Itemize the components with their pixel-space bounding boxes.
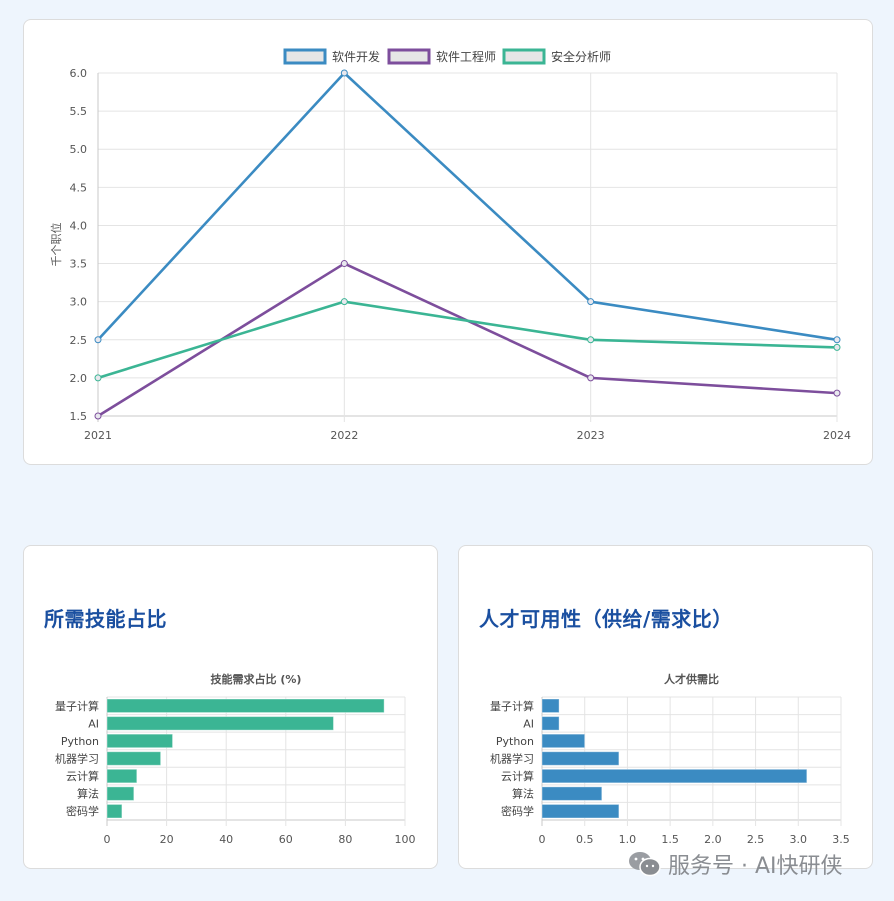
skills-card-title: 所需技能占比 <box>44 607 167 631</box>
y-tick-label: 5.5 <box>70 105 88 118</box>
data-point[interactable] <box>340 298 348 306</box>
skills-chart-card: 所需技能占比 技能需求占比 (%) 0 20 40 60 80 100 量子计算 AI Pytho… <box>23 545 438 869</box>
data-point[interactable] <box>833 336 841 344</box>
y-tick-label: 2.0 <box>70 372 88 385</box>
category-label: AI <box>523 717 534 730</box>
bar[interactable] <box>106 698 385 714</box>
bar[interactable] <box>541 751 620 766</box>
bar[interactable] <box>541 733 586 749</box>
category-label: 密码学 <box>66 804 99 818</box>
y-axis-label: 千个职位 <box>49 223 63 267</box>
x-tick-label: 3.0 <box>790 833 808 846</box>
watermark: 服务号 · AI快研侠 <box>628 848 843 880</box>
x-tick-label: 2023 <box>577 429 605 442</box>
legend-label: 软件开发 <box>332 49 380 64</box>
talent-bar-chart: 人才供需比 0 0.5 1.0 1.5 2.0 2.5 3.0 3.5 量子计算 AI Python 机… <box>490 672 850 846</box>
bar[interactable] <box>541 786 603 801</box>
bar[interactable] <box>541 768 808 784</box>
category-label: 量子计算 <box>55 699 99 713</box>
data-point[interactable] <box>587 336 595 344</box>
data-point[interactable] <box>587 298 595 306</box>
category-label: 算法 <box>77 787 99 801</box>
x-tick-label: 0 <box>104 833 111 846</box>
bar[interactable] <box>106 786 135 801</box>
talent-card-title: 人才可用性（供给/需求比） <box>479 607 733 631</box>
x-tick-label: 60 <box>279 833 293 846</box>
category-label: 机器学习 <box>55 752 99 766</box>
x-tick-label: 40 <box>219 833 233 846</box>
x-tick-label: 0.5 <box>576 833 594 846</box>
bar[interactable] <box>106 768 138 784</box>
data-point[interactable] <box>587 374 595 382</box>
data-point[interactable] <box>94 374 102 382</box>
bar[interactable] <box>541 803 620 819</box>
x-tick-label: 2022 <box>330 429 358 442</box>
x-tick-label: 1.0 <box>619 833 637 846</box>
y-tick-label: 4.5 <box>70 181 88 194</box>
x-tick-label: 20 <box>160 833 174 846</box>
legend-label: 软件工程师 <box>436 49 496 64</box>
x-tick-label: 3.5 <box>832 833 850 846</box>
x-tick-label: 2.0 <box>704 833 722 846</box>
category-label: 密码学 <box>501 804 534 818</box>
category-label: Python <box>496 735 534 748</box>
skills-bar-chart: 技能需求占比 (%) 0 20 40 60 80 100 量子计算 AI Python 机器学习云计… <box>55 672 416 846</box>
x-tick-label: 100 <box>395 833 416 846</box>
bar-chart-title: 人才供需比 <box>664 672 719 686</box>
legend-item[interactable]: 安全分析师 <box>502 48 611 65</box>
category-label: AI <box>88 717 99 730</box>
data-point[interactable] <box>833 343 841 351</box>
line-series <box>97 300 838 380</box>
bar[interactable] <box>106 803 123 819</box>
data-point[interactable] <box>340 260 348 268</box>
category-label: Python <box>61 735 99 748</box>
y-tick-label: 3.5 <box>70 258 88 271</box>
y-tick-label: 1.5 <box>70 410 88 423</box>
y-tick-label: 2.5 <box>70 334 88 347</box>
y-tick-label: 4.0 <box>70 219 88 232</box>
category-label: 云计算 <box>66 769 99 783</box>
y-tick-label: 5.0 <box>70 143 88 156</box>
line-chart-card: 6.0 5.5 5.0 4.5 4.0 3.5 3.0 2.5 2.0 1.5 2021 2022 20… <box>23 19 873 465</box>
y-tick-label: 3.0 <box>70 296 88 309</box>
data-point[interactable] <box>94 412 102 420</box>
category-label: 算法 <box>512 787 534 801</box>
bar[interactable] <box>541 698 560 714</box>
wechat-icon <box>629 852 661 877</box>
bar[interactable] <box>106 733 174 749</box>
line-series <box>97 71 838 342</box>
x-tick-label: 0 <box>539 833 546 846</box>
x-tick-label: 2.5 <box>747 833 765 846</box>
bar[interactable] <box>541 716 560 731</box>
y-tick-label: 6.0 <box>70 67 88 80</box>
legend-item[interactable]: 软件工程师 <box>387 48 496 65</box>
bar[interactable] <box>106 716 334 731</box>
bar-chart-title: 技能需求占比 (%) <box>211 672 302 686</box>
legend-item[interactable]: 软件开发 <box>283 48 380 65</box>
x-tick-label: 2024 <box>823 429 851 442</box>
watermark-text: 服务号 · AI快研侠 <box>668 854 843 879</box>
data-point[interactable] <box>833 389 841 397</box>
legend-label: 安全分析师 <box>551 49 611 64</box>
category-label: 量子计算 <box>490 699 534 713</box>
data-point[interactable] <box>340 69 348 77</box>
talent-chart-card: 人才可用性（供给/需求比） 人才供需比 0 0.5 1.0 1.5 2.0 2.5 3.0 3.… <box>458 545 873 869</box>
line-chart: 6.0 5.5 5.0 4.5 4.0 3.5 3.0 2.5 2.0 1.5 2021 2022 20… <box>49 48 851 442</box>
category-label: 机器学习 <box>490 752 534 766</box>
data-point[interactable] <box>94 336 102 344</box>
category-label: 云计算 <box>501 769 534 783</box>
x-tick-label: 2021 <box>84 429 112 442</box>
x-tick-label: 80 <box>338 833 352 846</box>
bar[interactable] <box>106 751 162 766</box>
x-tick-label: 1.5 <box>661 833 679 846</box>
